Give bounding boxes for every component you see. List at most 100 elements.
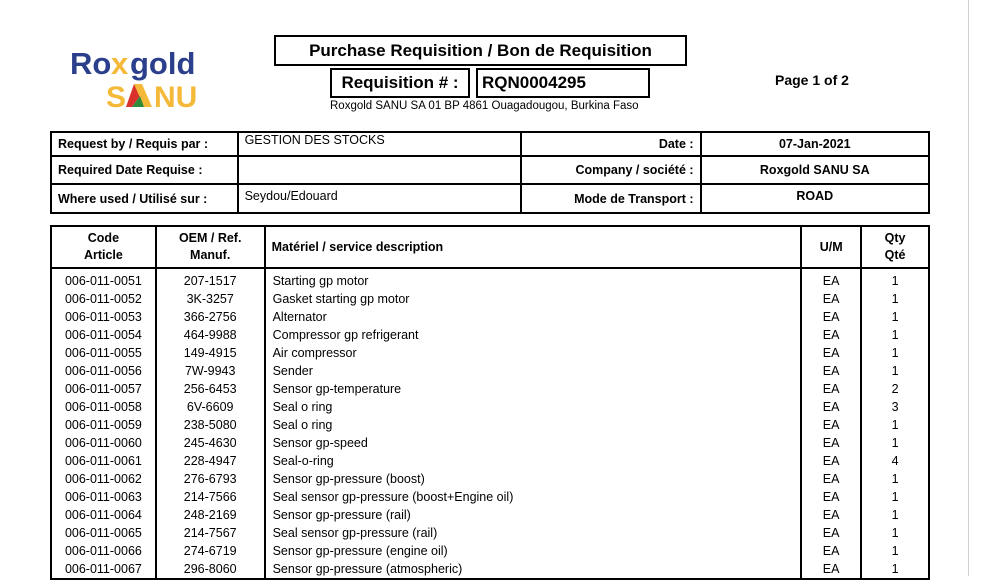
item-description: Seal o ring <box>263 398 803 416</box>
info-row: Required Date Requise : Company / sociét… <box>50 155 931 185</box>
item-oem: 464-9988 <box>154 326 266 344</box>
document-title: Purchase Requisition / Bon de Requisitio… <box>274 35 687 66</box>
item-code: 006-011-0056 <box>50 362 157 380</box>
item-qty: 3 <box>860 398 930 416</box>
item-oem: 366-2756 <box>154 308 266 326</box>
item-um: EA <box>800 524 863 542</box>
info-row: Where used / Utilisé sur : Seydou/Edouar… <box>50 183 931 214</box>
item-description: Sensor gp-pressure (atmospheric) <box>263 560 803 579</box>
item-oem: 276-6793 <box>154 470 266 488</box>
required-date-label: Required Date Requise : <box>50 155 239 185</box>
item-oem: 214-7567 <box>154 524 266 542</box>
item-description: Seal-o-ring <box>263 452 803 470</box>
item-oem: 3K-3257 <box>154 290 266 308</box>
item-code: 006-011-0057 <box>50 380 157 398</box>
transport-label: Mode de Transport : <box>519 183 702 214</box>
svg-text:x: x <box>111 46 129 81</box>
item-code: 006-011-0067 <box>50 560 157 579</box>
item-qty: 4 <box>860 452 930 470</box>
item-code: 006-011-0064 <box>50 506 157 524</box>
company-address: Roxgold SANU SA 01 BP 4861 Ouagadougou, … <box>330 100 639 112</box>
item-oem: 245-4630 <box>154 434 266 452</box>
svg-text:gold: gold <box>130 46 195 81</box>
table-row: 006-011-0051 207-1517 Starting gp motor EA 1 <box>50 268 930 290</box>
item-code: 006-011-0052 <box>50 290 157 308</box>
item-description: Sensor gp-pressure (rail) <box>263 506 803 524</box>
item-um: EA <box>800 362 863 380</box>
item-description: Starting gp motor <box>263 268 803 290</box>
item-code: 006-011-0053 <box>50 308 157 326</box>
requisition-number: RQN0004295 <box>476 68 650 98</box>
item-um: EA <box>800 560 863 579</box>
item-description: Compressor gp refrigerant <box>263 326 803 344</box>
item-oem: 274-6719 <box>154 542 266 560</box>
item-code: 006-011-0061 <box>50 452 157 470</box>
item-description: Sensor gp-temperature <box>263 380 803 398</box>
date-label: Date : <box>519 131 702 157</box>
item-description: Seal sensor gp-pressure (boost+Engine oi… <box>263 488 803 506</box>
required-date-value <box>236 155 522 185</box>
header-oem: OEM / Ref. Manuf. <box>154 225 266 269</box>
item-oem: 228-4947 <box>154 452 266 470</box>
svg-text:S: S <box>106 81 126 114</box>
item-qty: 1 <box>860 524 930 542</box>
item-code: 006-011-0066 <box>50 542 157 560</box>
table-row: 006-011-0057 256-6453 Sensor gp-temperatur… <box>50 380 930 398</box>
header-code: Code Article <box>50 225 157 269</box>
item-um: EA <box>800 326 863 344</box>
table-row: 006-011-0063 214-7566 Seal sensor gp-press… <box>50 488 930 506</box>
item-um: EA <box>800 470 863 488</box>
table-row: 006-011-0061 228-4947 Seal-o-ring EA 4 <box>50 452 930 470</box>
item-description: Sensor gp-pressure (boost) <box>263 470 803 488</box>
date-value: 07-Jan-2021 <box>699 131 931 157</box>
item-code: 006-011-0060 <box>50 434 157 452</box>
item-um: EA <box>800 434 863 452</box>
header-description: Matériel / service description <box>263 225 803 269</box>
item-code: 006-011-0063 <box>50 488 157 506</box>
item-qty: 1 <box>860 506 930 524</box>
item-oem: 214-7566 <box>154 488 266 506</box>
roxgold-sanu-logo: Ro x gold S NU <box>70 46 197 114</box>
where-used-label: Where used / Utilisé sur : <box>50 183 239 214</box>
item-qty: 1 <box>860 268 930 290</box>
header-qty: Qty Qté <box>860 225 930 269</box>
item-um: EA <box>800 290 863 308</box>
table-row: 006-011-0062 276-6793 Sensor gp-pressure (… <box>50 470 930 488</box>
item-description: Seal sensor gp-pressure (rail) <box>263 524 803 542</box>
item-code: 006-011-0065 <box>50 524 157 542</box>
item-oem: 296-8060 <box>154 560 266 579</box>
items-header-row: Code Article OEM / Ref. Manuf. Matériel / … <box>50 225 930 269</box>
item-um: EA <box>800 398 863 416</box>
item-um: EA <box>800 542 863 560</box>
svg-text:Ro: Ro <box>70 46 111 81</box>
item-oem: 7W-9943 <box>154 362 266 380</box>
item-qty: 1 <box>860 344 930 362</box>
requisition-info-table: Request by / Requis par : GESTION DES ST… <box>50 131 931 214</box>
table-row: 006-011-0066 274-6719 Sensor gp-pressure (… <box>50 542 930 560</box>
where-used-value: Seydou/Edouard <box>236 183 522 214</box>
table-row: 006-011-0059 238-5080 Seal o ring EA 1 <box>50 416 930 434</box>
request-by-value: GESTION DES STOCKS <box>236 131 522 157</box>
table-row: 006-011-0064 248-2169 Sensor gp-pressure (… <box>50 506 930 524</box>
item-description: Air compressor <box>263 344 803 362</box>
page-edge <box>968 0 969 576</box>
item-code: 006-011-0058 <box>50 398 157 416</box>
item-qty: 1 <box>860 308 930 326</box>
item-description: Sender <box>263 362 803 380</box>
table-row: 006-011-0055 149-4915 Air compressor EA 1 <box>50 344 930 362</box>
table-row: 006-011-0060 245-4630 Sensor gp-speed EA 1 <box>50 434 930 452</box>
item-code: 006-011-0062 <box>50 470 157 488</box>
transport-value: ROAD <box>699 183 931 214</box>
page-indicator: Page 1 of 2 <box>775 72 849 88</box>
item-qty: 1 <box>860 416 930 434</box>
item-oem: 238-5080 <box>154 416 266 434</box>
item-qty: 1 <box>860 470 930 488</box>
company-label: Company / société : <box>519 155 702 185</box>
item-um: EA <box>800 344 863 362</box>
item-um: EA <box>800 488 863 506</box>
item-um: EA <box>800 380 863 398</box>
item-description: Alternator <box>263 308 803 326</box>
item-oem: 248-2169 <box>154 506 266 524</box>
item-um: EA <box>800 416 863 434</box>
item-qty: 1 <box>860 488 930 506</box>
